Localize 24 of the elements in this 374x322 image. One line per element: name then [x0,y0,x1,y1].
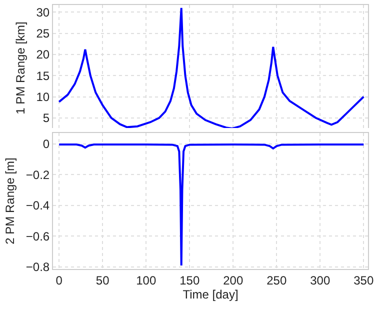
y-tick-label: −0.4 [26,198,50,213]
line-series [58,6,365,130]
y-tick-label: −0.2 [26,168,50,182]
y-tick-label: 30 [36,5,50,20]
x-axis-title: Time [day] [182,287,238,302]
y-tick-label: 5 [42,111,50,126]
y-tick-label: 0 [42,136,50,151]
y-tick-label: −0.8 [26,260,50,274]
y-tick-label: −0.6 [26,229,50,244]
x-tick-label: 50 [96,273,110,288]
x-tick-label: 200 [223,273,244,288]
x-tick-label: 0 [56,273,63,288]
y-tick-label: 20 [36,48,50,62]
x-tick-label: 350 [354,273,374,288]
y-tick-label: 10 [36,90,50,104]
x-tick-label: 150 [180,273,200,288]
y-axis-title: 2 PM Range [m] [3,158,18,244]
y-axis-title: 1 PM Range [km] [14,22,28,114]
line-series [58,144,365,266]
y-tick-label: 25 [36,26,50,41]
y-tick-label: 15 [36,68,50,83]
x-tick-label: 250 [266,273,287,288]
x-tick-label: 100 [136,273,156,288]
x-tick-label: 300 [310,273,330,288]
